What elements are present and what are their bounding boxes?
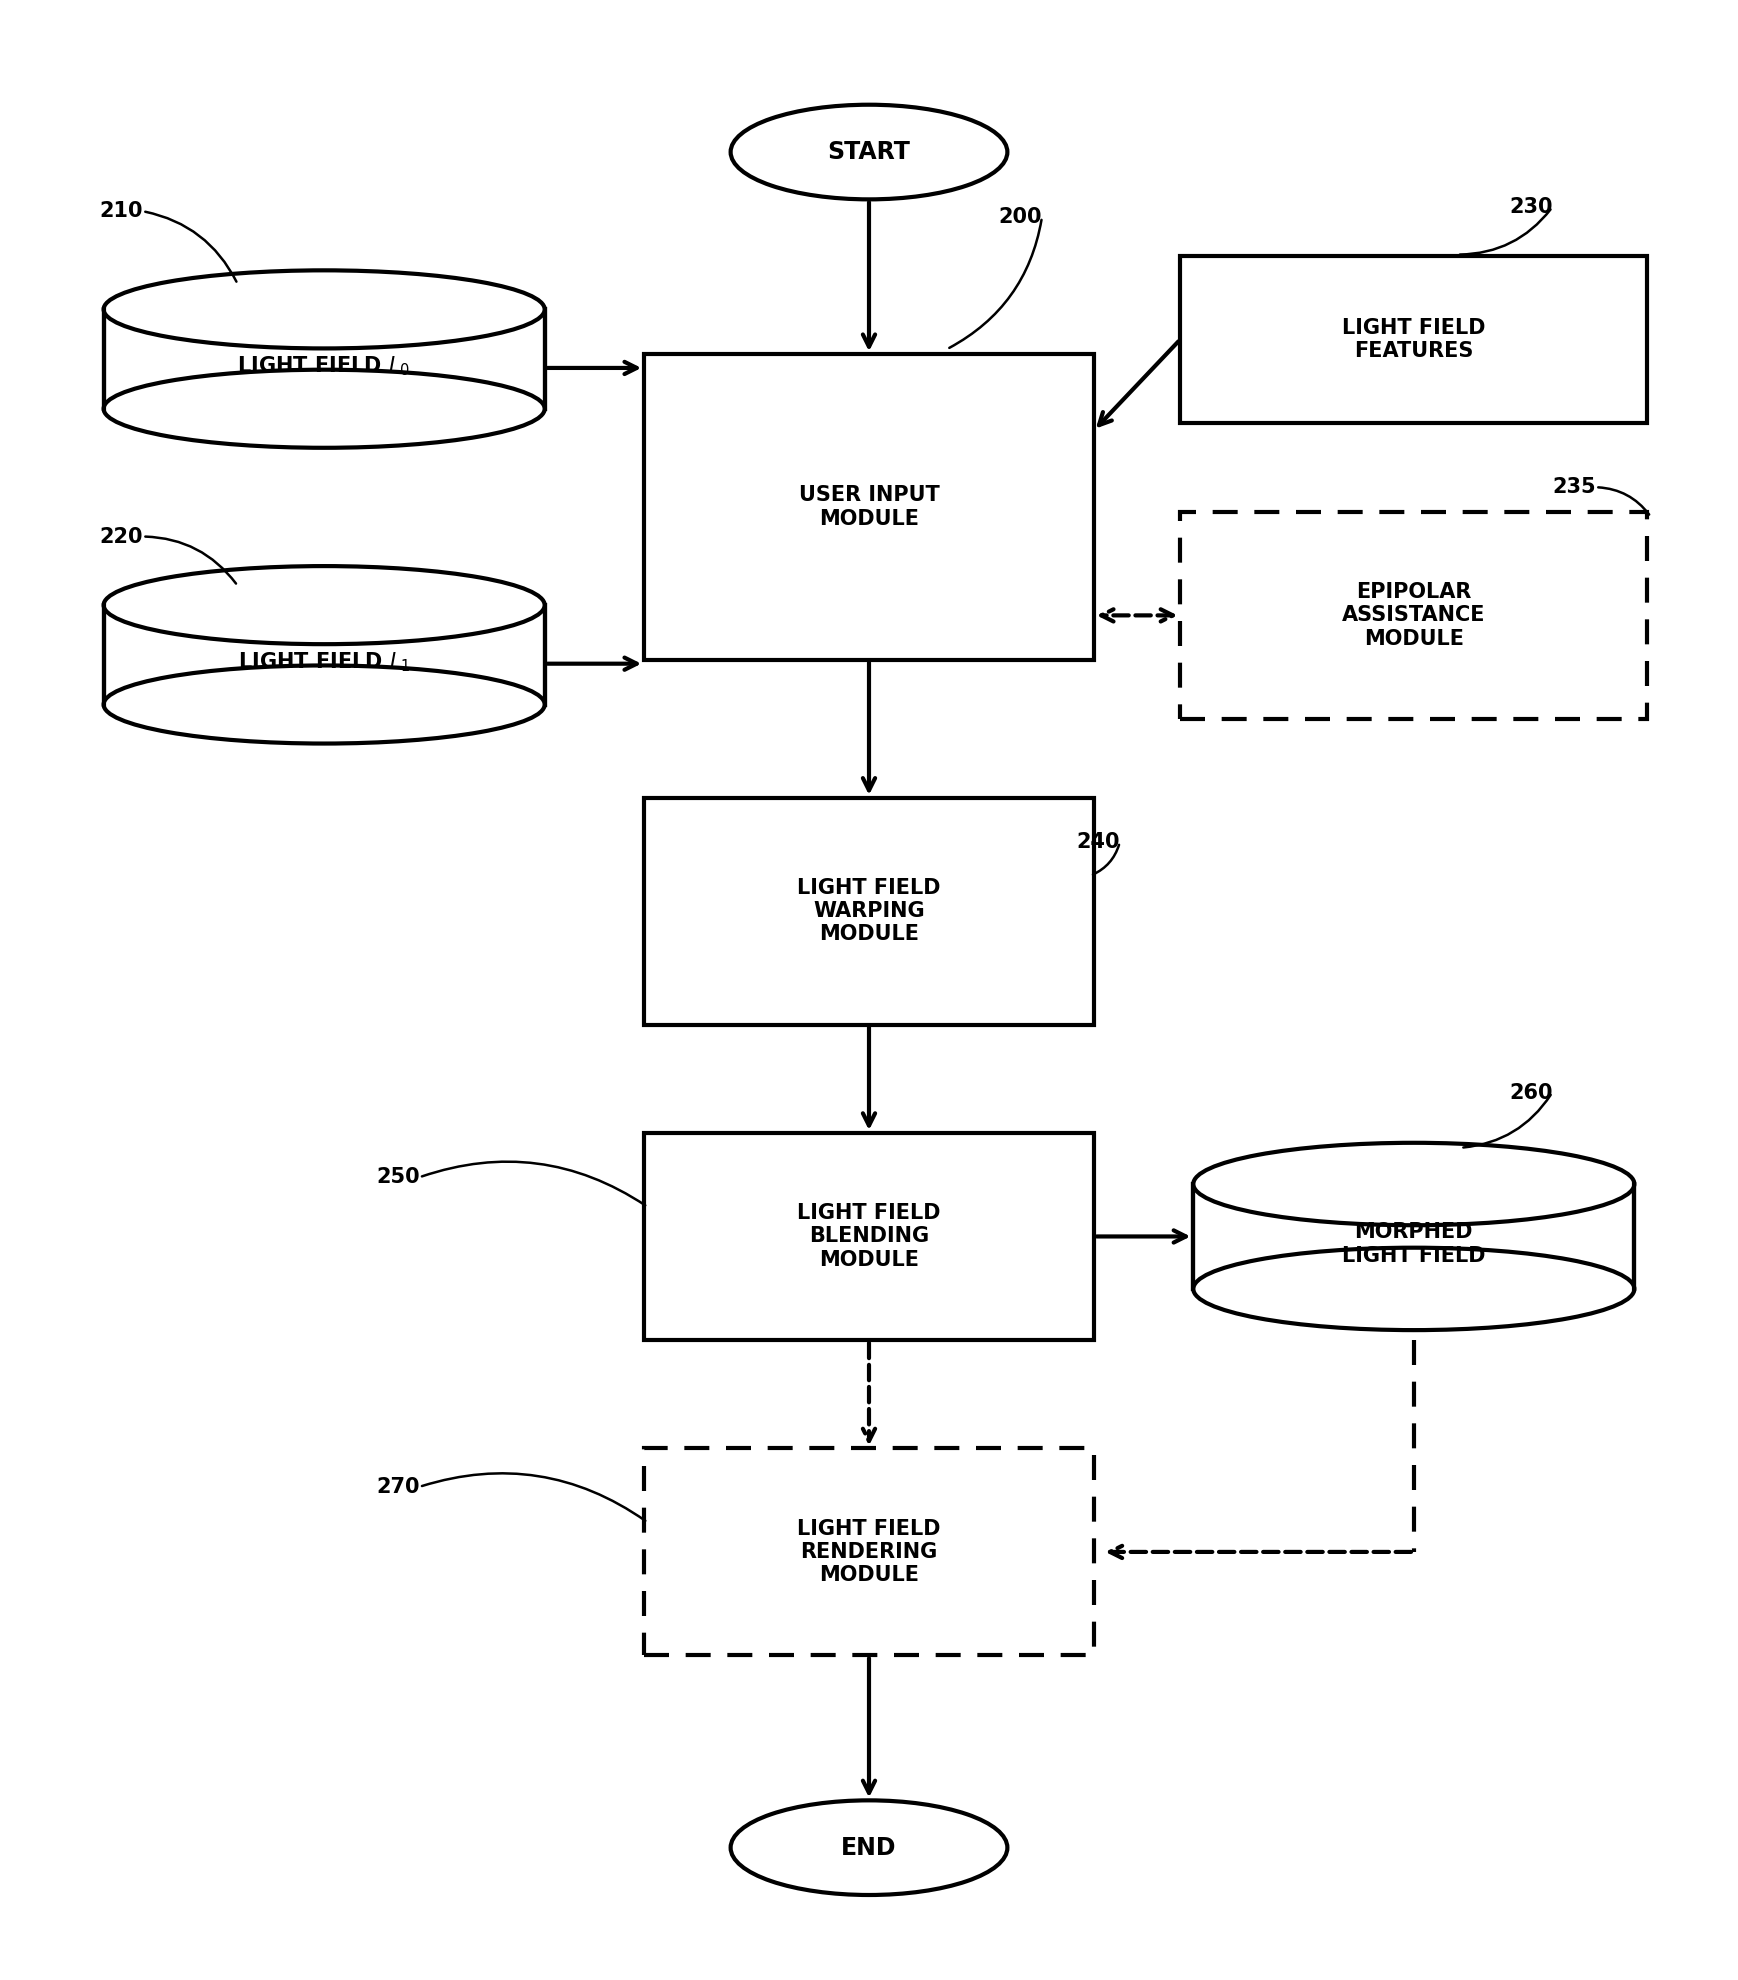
FancyBboxPatch shape xyxy=(645,1133,1093,1340)
Text: 220: 220 xyxy=(99,527,143,546)
Text: END: END xyxy=(841,1835,897,1859)
Ellipse shape xyxy=(730,105,1008,200)
Text: 260: 260 xyxy=(1509,1083,1552,1103)
Ellipse shape xyxy=(1194,1247,1634,1331)
Text: 210: 210 xyxy=(99,202,143,222)
Text: 270: 270 xyxy=(375,1477,419,1497)
Text: LIGHT FIELD $L_0$: LIGHT FIELD $L_0$ xyxy=(238,354,410,378)
Text: 240: 240 xyxy=(1076,832,1119,851)
FancyBboxPatch shape xyxy=(1180,255,1648,424)
FancyBboxPatch shape xyxy=(645,798,1093,1024)
FancyBboxPatch shape xyxy=(645,354,1093,659)
Text: 250: 250 xyxy=(375,1168,419,1188)
FancyBboxPatch shape xyxy=(1180,513,1648,719)
Text: EPIPOLAR
ASSISTANCE
MODULE: EPIPOLAR ASSISTANCE MODULE xyxy=(1342,582,1486,649)
Text: 200: 200 xyxy=(999,208,1043,228)
Text: USER INPUT
MODULE: USER INPUT MODULE xyxy=(799,485,939,529)
Text: LIGHT FIELD $L_1$: LIGHT FIELD $L_1$ xyxy=(238,649,410,673)
Text: LIGHT FIELD
WARPING
MODULE: LIGHT FIELD WARPING MODULE xyxy=(798,877,940,944)
Text: START: START xyxy=(827,141,911,164)
FancyBboxPatch shape xyxy=(645,1449,1093,1655)
Ellipse shape xyxy=(104,566,544,644)
Ellipse shape xyxy=(104,665,544,744)
FancyBboxPatch shape xyxy=(1194,1184,1634,1289)
Text: 235: 235 xyxy=(1552,477,1595,497)
FancyBboxPatch shape xyxy=(104,606,544,705)
Ellipse shape xyxy=(104,271,544,348)
Text: LIGHT FIELD
BLENDING
MODULE: LIGHT FIELD BLENDING MODULE xyxy=(798,1204,940,1269)
FancyBboxPatch shape xyxy=(104,309,544,408)
Text: LIGHT FIELD
FEATURES: LIGHT FIELD FEATURES xyxy=(1342,317,1486,360)
Ellipse shape xyxy=(730,1800,1008,1895)
Text: LIGHT FIELD
RENDERING
MODULE: LIGHT FIELD RENDERING MODULE xyxy=(798,1519,940,1586)
Text: 230: 230 xyxy=(1509,198,1552,218)
Ellipse shape xyxy=(1194,1142,1634,1226)
Text: MORPHED
LIGHT FIELD: MORPHED LIGHT FIELD xyxy=(1342,1222,1486,1265)
Ellipse shape xyxy=(104,370,544,447)
